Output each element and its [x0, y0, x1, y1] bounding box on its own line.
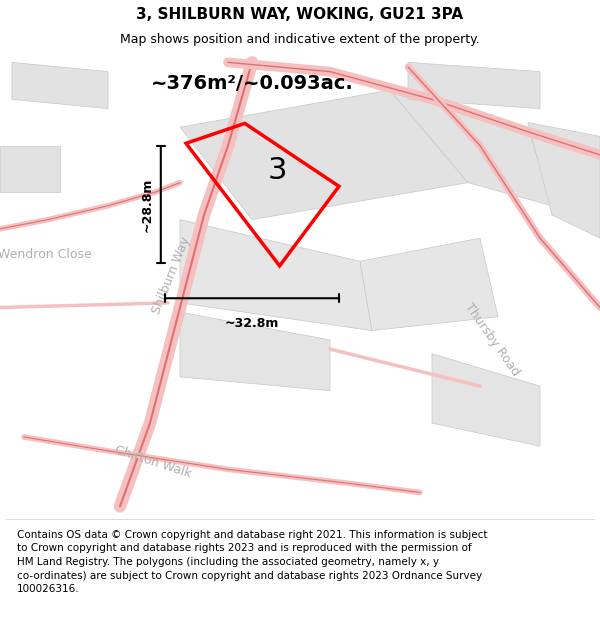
- Text: 3: 3: [268, 156, 287, 185]
- Text: 3, SHILBURN WAY, WOKING, GU21 3PA: 3, SHILBURN WAY, WOKING, GU21 3PA: [136, 8, 464, 22]
- Polygon shape: [528, 122, 600, 238]
- Polygon shape: [390, 90, 552, 206]
- Polygon shape: [180, 312, 330, 391]
- Text: Contains OS data © Crown copyright and database right 2021. This information is : Contains OS data © Crown copyright and d…: [17, 530, 487, 594]
- Text: Thursby Road: Thursby Road: [462, 301, 522, 379]
- Polygon shape: [180, 90, 468, 219]
- Text: ~28.8m: ~28.8m: [141, 177, 154, 232]
- Polygon shape: [408, 62, 540, 109]
- Polygon shape: [360, 238, 498, 331]
- Text: Wendron Close: Wendron Close: [0, 248, 92, 261]
- Text: Chirton Walk: Chirton Walk: [113, 444, 193, 481]
- Text: Shilburn Way: Shilburn Way: [149, 234, 193, 316]
- Text: ~376m²/~0.093ac.: ~376m²/~0.093ac.: [151, 74, 353, 92]
- Polygon shape: [432, 354, 540, 446]
- Polygon shape: [0, 146, 60, 192]
- Text: Map shows position and indicative extent of the property.: Map shows position and indicative extent…: [120, 33, 480, 46]
- Polygon shape: [180, 219, 372, 331]
- Text: ~32.8m: ~32.8m: [225, 317, 280, 330]
- Polygon shape: [12, 62, 108, 109]
